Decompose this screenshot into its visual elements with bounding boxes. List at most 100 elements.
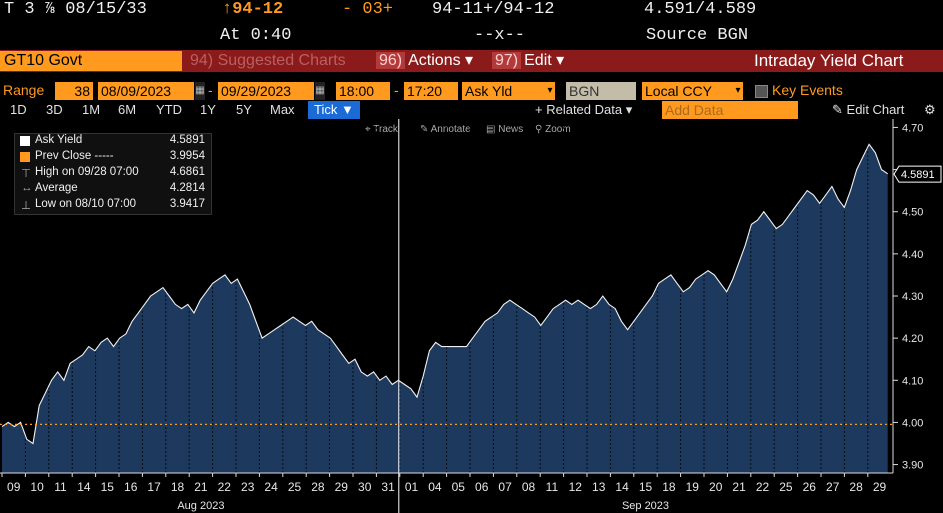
current-value-label: 4.5891 [901, 169, 935, 181]
x-tick-label: 25 [288, 480, 302, 494]
crosshair-icon: ⌖ [365, 124, 371, 135]
x-tick-label: 20 [709, 480, 723, 494]
x-tick-label: 14 [615, 480, 629, 494]
x-tick-label: 04 [428, 480, 442, 494]
key-events-checkbox[interactable] [755, 85, 768, 98]
low-marker-icon: ⊥ [21, 200, 32, 212]
tick-selector[interactable]: Tick ▼ [308, 101, 360, 119]
x-tick-label: 18 [662, 480, 676, 494]
chevron-down-icon[interactable]: ▾ [545, 82, 555, 100]
zoom-label: Zoom [545, 124, 571, 135]
legend-high-value: 4.6861 [169, 166, 205, 178]
x-tick-label: 31 [381, 480, 395, 494]
x-tick-label: 11 [54, 480, 67, 494]
month-label-sep: Sep 2023 [622, 500, 669, 512]
legend-ask-yield-value: 4.5891 [169, 134, 205, 146]
period-tab-1d[interactable]: 1D [10, 102, 27, 117]
security-field[interactable]: GT10 Govt [0, 51, 182, 71]
pricing-source: Source BGN [646, 26, 749, 45]
function-bar [0, 50, 943, 72]
period-tab-1m[interactable]: 1M [82, 102, 101, 117]
track-label: Track [373, 124, 398, 135]
range-dash: - [208, 82, 213, 98]
x-tick-label: 09 [7, 480, 21, 494]
start-date-field[interactable]: 08/09/2023 [98, 82, 194, 100]
current-value-tag [893, 165, 942, 183]
x-tick-label: 12 [569, 480, 583, 494]
yield-chart[interactable]: 09 10 11 14 15 16 17 18 21 22 23 24 25 28 29 30 31 01 04 05… [0, 119, 943, 513]
suggested-charts-label: Suggested Charts [217, 52, 346, 69]
period-tab-1y[interactable]: 1Y [200, 102, 216, 117]
period-tab-5y[interactable]: 5Y [236, 102, 252, 117]
source-field[interactable]: BGN [566, 82, 636, 100]
track-tool[interactable]: ⌖ Track [365, 124, 398, 135]
x-tick-label: 11 [546, 480, 559, 494]
news-label: News [498, 124, 524, 135]
y-tick-label: 3.90 [902, 460, 923, 472]
x-tick-label: 16 [124, 480, 138, 494]
y-tick-label: 4.70 [902, 122, 923, 134]
x-tick-label: 28 [311, 480, 325, 494]
magnifier-icon: ⚲ [535, 124, 543, 135]
y-tick-label: 4.40 [902, 249, 923, 261]
actions-menu[interactable]: 96) Actions ▾ [376, 51, 473, 71]
currency-selector[interactable]: Local CCY [642, 82, 742, 100]
x-tick-label: 14 [77, 480, 91, 494]
x-tick-label: 21 [732, 480, 746, 494]
bid-ask-yield: 4.591/4.589 [644, 0, 757, 19]
chart-legend: Ask Yield 4.5891 Prev Close ----- 3.9954… [14, 133, 212, 215]
news-icon: ▤ [486, 124, 496, 135]
x-tick-label: 29 [335, 480, 349, 494]
period-tab-6m[interactable]: 6M [118, 102, 137, 117]
pencil-icon: ✎ [832, 102, 843, 117]
field-selector[interactable]: Ask Yld [462, 82, 554, 100]
x-tick-label: 13 [592, 480, 606, 494]
news-tool[interactable]: ▤ News [486, 124, 523, 135]
legend-ask-yield-label: Ask Yield [35, 134, 83, 146]
calendar-icon[interactable]: ▦ [315, 82, 325, 100]
period-tab-3d[interactable]: 3D [46, 102, 63, 117]
end-time-field[interactable]: 17:20 [404, 82, 458, 100]
actions-number: 96) [376, 52, 406, 69]
yield-area [2, 144, 888, 474]
legend-low-value: 3.9417 [169, 198, 205, 210]
suggested-charts-menu[interactable]: 94) Suggested Charts [190, 51, 346, 71]
pencil-icon: ✎ [420, 124, 429, 135]
suggested-charts-number: 94) [190, 52, 214, 69]
settings-gear-icon[interactable]: ⚙ [924, 102, 936, 117]
period-tab-ytd[interactable]: YTD [156, 102, 182, 117]
high-marker-icon: ⊤ [21, 168, 32, 180]
bars-field[interactable]: 38 [55, 82, 93, 100]
legend-prev-close-value: 3.9954 [169, 150, 205, 162]
y-tick-label: 4.00 [902, 417, 923, 429]
period-tab-max[interactable]: Max [270, 102, 295, 117]
end-date-field[interactable]: 09/29/2023 [218, 82, 314, 100]
calendar-icon[interactable]: ▦ [195, 82, 205, 100]
edit-label: Edit ▾ [524, 52, 565, 69]
start-time-field[interactable]: 18:00 [336, 82, 390, 100]
month-label-aug: Aug 2023 [177, 500, 224, 512]
legend-average-value: 4.2814 [169, 182, 205, 194]
x-tick-label: 05 [452, 480, 466, 494]
y-tick-label: 4.30 [902, 291, 923, 303]
x-tick-label: 22 [218, 480, 232, 494]
edit-menu[interactable]: 97) Edit ▾ [492, 51, 564, 71]
chevron-down-icon[interactable]: ▾ [733, 82, 743, 100]
add-data-input[interactable]: Add Data [662, 101, 798, 119]
edit-chart-button[interactable]: ✎ Edit Chart [832, 101, 904, 119]
x-tick-label: 26 [803, 480, 817, 494]
related-data-menu[interactable]: + Related Data ▾ [535, 102, 633, 117]
x-tick-label: 15 [639, 480, 653, 494]
security-description: T 3 ⅞ 08/15/33 [4, 0, 147, 19]
y-tick-label: 4.10 [902, 375, 923, 387]
bid-ask-price: 94-11+/94-12 [432, 0, 555, 19]
x-tick-label: 29 [873, 480, 887, 494]
x-tick-label: 08 [522, 480, 536, 494]
quote-size: --x-- [474, 26, 526, 45]
x-tick-label: 23 [241, 480, 255, 494]
actions-label: Actions ▾ [408, 52, 474, 69]
annotate-tool[interactable]: ✎ Annotate [420, 124, 471, 135]
zoom-tool[interactable]: ⚲ Zoom [535, 124, 571, 135]
quote-time: At 0:40 [220, 26, 292, 45]
annotate-label: Annotate [430, 124, 471, 135]
